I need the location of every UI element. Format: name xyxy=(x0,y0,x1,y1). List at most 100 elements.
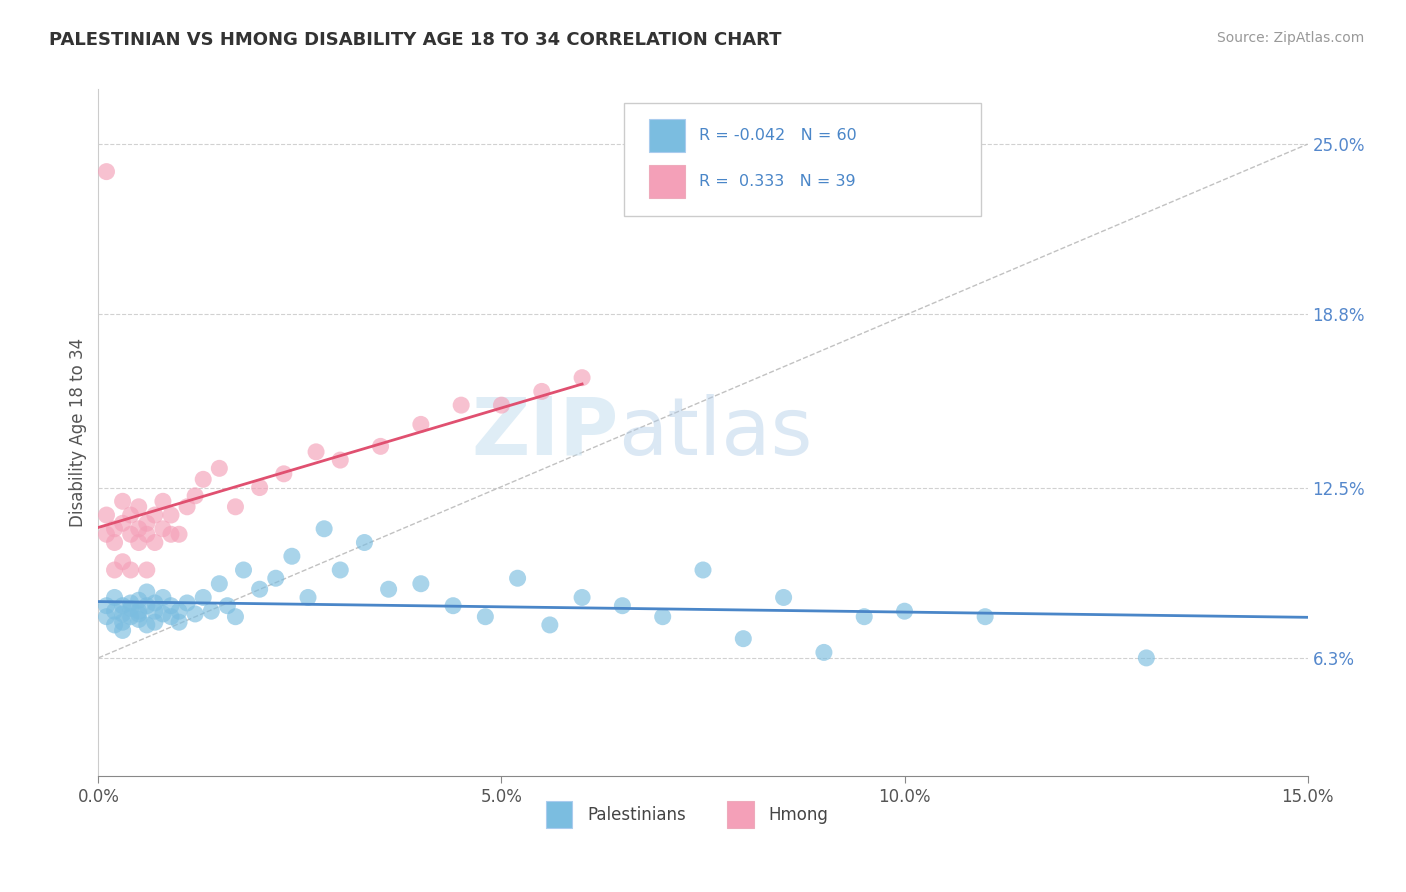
Point xyxy=(111,599,134,613)
Point xyxy=(506,571,529,585)
Point xyxy=(120,527,142,541)
Bar xyxy=(727,801,754,828)
Point xyxy=(224,609,246,624)
Point xyxy=(111,494,134,508)
FancyBboxPatch shape xyxy=(624,103,981,216)
Point xyxy=(651,609,673,624)
Point xyxy=(571,591,593,605)
Point xyxy=(281,549,304,564)
Point xyxy=(409,417,432,432)
Point xyxy=(96,164,118,178)
Point xyxy=(314,522,336,536)
Bar xyxy=(546,801,572,828)
Point xyxy=(160,599,183,613)
Point xyxy=(103,522,125,536)
Point xyxy=(96,508,118,522)
Point xyxy=(152,494,174,508)
Point xyxy=(160,609,183,624)
Point xyxy=(111,615,134,630)
Point xyxy=(128,593,150,607)
Point xyxy=(329,453,352,467)
Point xyxy=(128,604,150,618)
Point xyxy=(103,591,125,605)
Point xyxy=(249,582,271,597)
Point xyxy=(377,582,399,597)
Text: Hmong: Hmong xyxy=(768,805,828,823)
Point xyxy=(184,489,207,503)
Point xyxy=(135,618,157,632)
Point xyxy=(103,604,125,618)
Point xyxy=(530,384,553,399)
Text: atlas: atlas xyxy=(619,393,813,472)
Point xyxy=(176,500,198,514)
Text: Source: ZipAtlas.com: Source: ZipAtlas.com xyxy=(1216,31,1364,45)
Point xyxy=(103,618,125,632)
Point xyxy=(353,535,375,549)
Text: ZIP: ZIP xyxy=(471,393,619,472)
Point xyxy=(152,591,174,605)
Point xyxy=(370,439,392,453)
Point xyxy=(329,563,352,577)
Point xyxy=(853,609,876,624)
Point xyxy=(96,527,118,541)
Point xyxy=(120,508,142,522)
Point xyxy=(128,535,150,549)
Point xyxy=(208,461,231,475)
Point xyxy=(571,370,593,384)
Text: Palestinians: Palestinians xyxy=(586,805,686,823)
Point xyxy=(111,624,134,638)
Point xyxy=(160,527,183,541)
Point xyxy=(450,398,472,412)
Point xyxy=(120,601,142,615)
Point xyxy=(217,599,239,613)
Point xyxy=(128,522,150,536)
Point xyxy=(103,535,125,549)
Point xyxy=(128,500,150,514)
Point xyxy=(297,591,319,605)
Point xyxy=(143,615,166,630)
Bar xyxy=(648,165,685,198)
Point xyxy=(193,472,215,486)
Point xyxy=(232,563,254,577)
Point xyxy=(120,563,142,577)
Point xyxy=(733,632,755,646)
Point xyxy=(176,596,198,610)
Point xyxy=(224,500,246,514)
Point xyxy=(143,535,166,549)
Bar xyxy=(648,120,685,153)
Point xyxy=(96,599,118,613)
Point xyxy=(167,527,190,541)
Point xyxy=(200,604,222,618)
Point xyxy=(111,607,134,621)
Point xyxy=(152,522,174,536)
Point xyxy=(193,591,215,605)
Point xyxy=(135,516,157,531)
Point xyxy=(167,615,190,630)
Point xyxy=(143,604,166,618)
Point xyxy=(612,599,634,613)
Point xyxy=(96,609,118,624)
Point xyxy=(135,599,157,613)
Point xyxy=(128,607,150,621)
Point xyxy=(273,467,295,481)
Text: R = -0.042   N = 60: R = -0.042 N = 60 xyxy=(699,128,858,144)
Point xyxy=(152,607,174,621)
Text: R =  0.333   N = 39: R = 0.333 N = 39 xyxy=(699,174,856,189)
Point xyxy=(772,591,794,605)
Point xyxy=(441,599,464,613)
Point xyxy=(120,609,142,624)
Point xyxy=(111,516,134,531)
Point xyxy=(184,607,207,621)
Point xyxy=(491,398,513,412)
Point xyxy=(1135,651,1157,665)
Point xyxy=(143,508,166,522)
Point xyxy=(143,596,166,610)
Point xyxy=(538,618,561,632)
Point xyxy=(103,563,125,577)
Point xyxy=(813,645,835,659)
Point xyxy=(305,445,328,459)
Point xyxy=(111,555,134,569)
Point xyxy=(474,609,496,624)
Point xyxy=(167,604,190,618)
Point xyxy=(208,576,231,591)
